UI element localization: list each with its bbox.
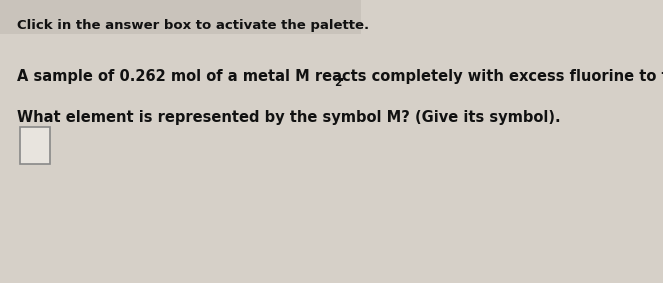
- Text: A sample of 0.262 mol of a metal M reacts completely with excess fluorine to for: A sample of 0.262 mol of a metal M react…: [17, 69, 663, 84]
- FancyBboxPatch shape: [20, 127, 50, 164]
- FancyBboxPatch shape: [0, 0, 361, 34]
- Text: What element is represented by the symbol M? (Give its symbol).: What element is represented by the symbo…: [17, 110, 561, 125]
- Text: .: .: [339, 69, 345, 84]
- Text: Click in the answer box to activate the palette.: Click in the answer box to activate the …: [17, 19, 369, 32]
- Text: 2: 2: [334, 78, 341, 89]
